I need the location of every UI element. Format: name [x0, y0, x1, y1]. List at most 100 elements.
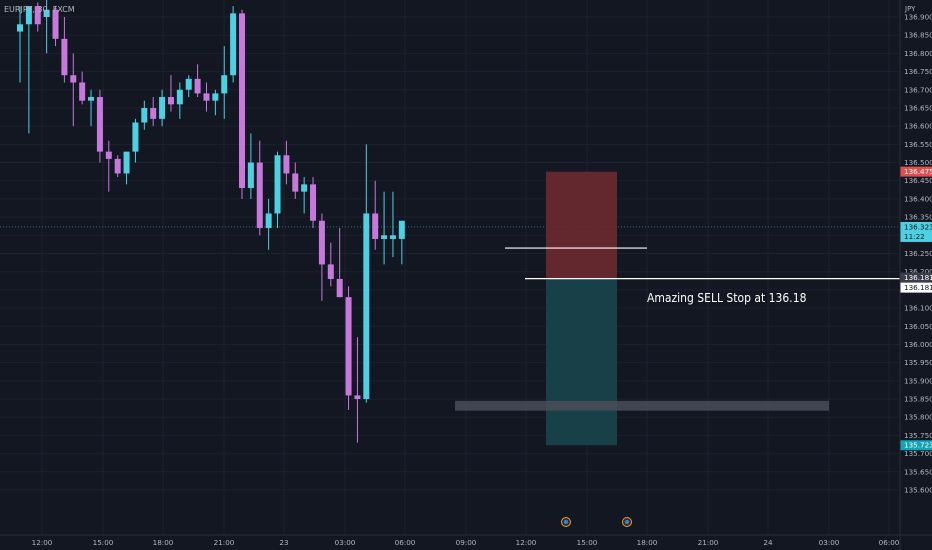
drawings[interactable] — [505, 247, 900, 280]
stop-price-tag-bg — [900, 166, 932, 177]
time-tick-label: 21:00 — [214, 538, 235, 547]
time-tick-label: 15:00 — [577, 538, 598, 547]
candle-body — [167, 97, 174, 105]
position-zones[interactable] — [455, 171, 829, 446]
time-tick-label: 18:00 — [637, 538, 658, 547]
time-tick-label: 06:00 — [395, 538, 416, 547]
time-tick-label: 23 — [279, 538, 288, 547]
candles — [17, 0, 405, 443]
candle-body — [239, 13, 245, 189]
time-tick-label: 12:00 — [516, 538, 537, 547]
candle-body — [354, 395, 361, 400]
target-price-tag-bg — [900, 440, 932, 451]
price-axis[interactable]: 136.900 136.850 136.800 136.750 136.700 136.6… — [904, 13, 932, 495]
last-price-tag-bg — [900, 221, 932, 242]
time-tick-label: 24 — [763, 538, 773, 547]
candle-body — [336, 278, 343, 298]
price-tick-label: 136.450 — [904, 176, 932, 185]
price-tick-label: 135.650 — [904, 467, 932, 476]
target-price-tag: 135.723 — [904, 441, 932, 450]
price-tick-label: 136.350 — [904, 213, 932, 222]
candle-body — [79, 82, 86, 101]
candle-body — [221, 75, 228, 94]
entry-price-tag: 136.181 — [904, 273, 932, 282]
candle-body — [327, 264, 334, 279]
event-markers[interactable] — [561, 517, 632, 527]
price-tick-label: 136.100 — [904, 304, 932, 313]
symbol-label[interactable]: EURJPY, 30, FXCM — [4, 5, 75, 14]
candle-body — [230, 13, 237, 76]
chart-grid — [0, 0, 900, 535]
candle-body — [318, 220, 325, 265]
countdown-tag: 11:22 — [904, 232, 925, 241]
price-tick-label: 135.600 — [904, 486, 932, 495]
price-tick-label: 136.400 — [904, 194, 932, 203]
price-tick-label: 135.950 — [904, 358, 932, 367]
candle-body — [292, 173, 299, 192]
candle-body — [176, 89, 183, 105]
entry-price-tag-bg — [900, 272, 932, 283]
price-tick-label: 136.750 — [904, 67, 932, 76]
time-tick-label: 18:00 — [153, 538, 174, 547]
currency-label: JPY — [905, 5, 916, 13]
candle-body — [274, 155, 281, 214]
take-profit-zone — [546, 278, 617, 446]
price-tick-label: 136.500 — [904, 158, 932, 167]
candle-body — [96, 97, 103, 152]
time-tick-label: 03:00 — [335, 538, 356, 547]
candle-body — [185, 78, 192, 90]
entry-price-tag-2-bg — [900, 282, 932, 293]
candle-body — [159, 97, 166, 119]
price-tick-label: 136.850 — [904, 31, 932, 40]
candle-body — [34, 6, 41, 25]
candle-body — [301, 184, 308, 192]
candle-body — [194, 78, 201, 94]
candle-body — [123, 151, 130, 174]
candle-body — [150, 107, 157, 119]
price-tick-label: 135.800 — [904, 413, 932, 422]
price-tick-label: 135.900 — [904, 376, 932, 385]
candle-body — [381, 235, 388, 239]
price-tick-label: 135.700 — [904, 449, 932, 458]
candle-body — [372, 213, 379, 239]
candle-body — [247, 162, 254, 189]
price-tick-label: 136.700 — [904, 85, 932, 94]
stop-loss-zone — [546, 171, 617, 279]
candle-body — [345, 297, 352, 396]
price-tick-label: 135.850 — [904, 395, 932, 404]
candle-body — [310, 184, 317, 221]
time-tick-label: 03:00 — [819, 538, 840, 547]
candle-body — [389, 235, 396, 239]
price-tick-label: 136.800 — [904, 49, 932, 58]
price-tick-label: 136.050 — [904, 322, 932, 331]
candle-body — [212, 93, 219, 101]
candle-body — [43, 9, 50, 17]
event-marker-dot — [624, 519, 630, 525]
candle-body — [105, 151, 112, 159]
candle-body — [265, 213, 272, 229]
candle-body — [114, 158, 121, 174]
price-tick-label: 136.650 — [904, 103, 932, 112]
candle-body — [283, 155, 290, 174]
candle-body — [70, 75, 77, 83]
time-tick-label: 09:00 — [456, 538, 477, 547]
candle-body — [256, 162, 263, 229]
entry-price-tag-2: 136.181 — [904, 283, 932, 292]
candle-body — [52, 9, 59, 39]
candle-body — [88, 97, 95, 101]
candle-body — [61, 38, 68, 76]
price-tick-label: 136.200 — [904, 267, 932, 276]
stop-price-tag: 136.475 — [904, 167, 932, 176]
sell-stop-annotation[interactable]: Amazing SELL Stop at 136.18 — [647, 291, 807, 305]
price-tick-label: 136.900 — [904, 13, 932, 22]
price-tick-label: 136.250 — [904, 249, 932, 258]
price-tick-label: 136.600 — [904, 122, 932, 131]
time-tick-label: 12:00 — [32, 538, 53, 547]
support-zone — [455, 400, 829, 411]
candle-body — [132, 122, 139, 152]
price-tick-label: 135.750 — [904, 431, 932, 440]
candle-body — [398, 220, 405, 239]
